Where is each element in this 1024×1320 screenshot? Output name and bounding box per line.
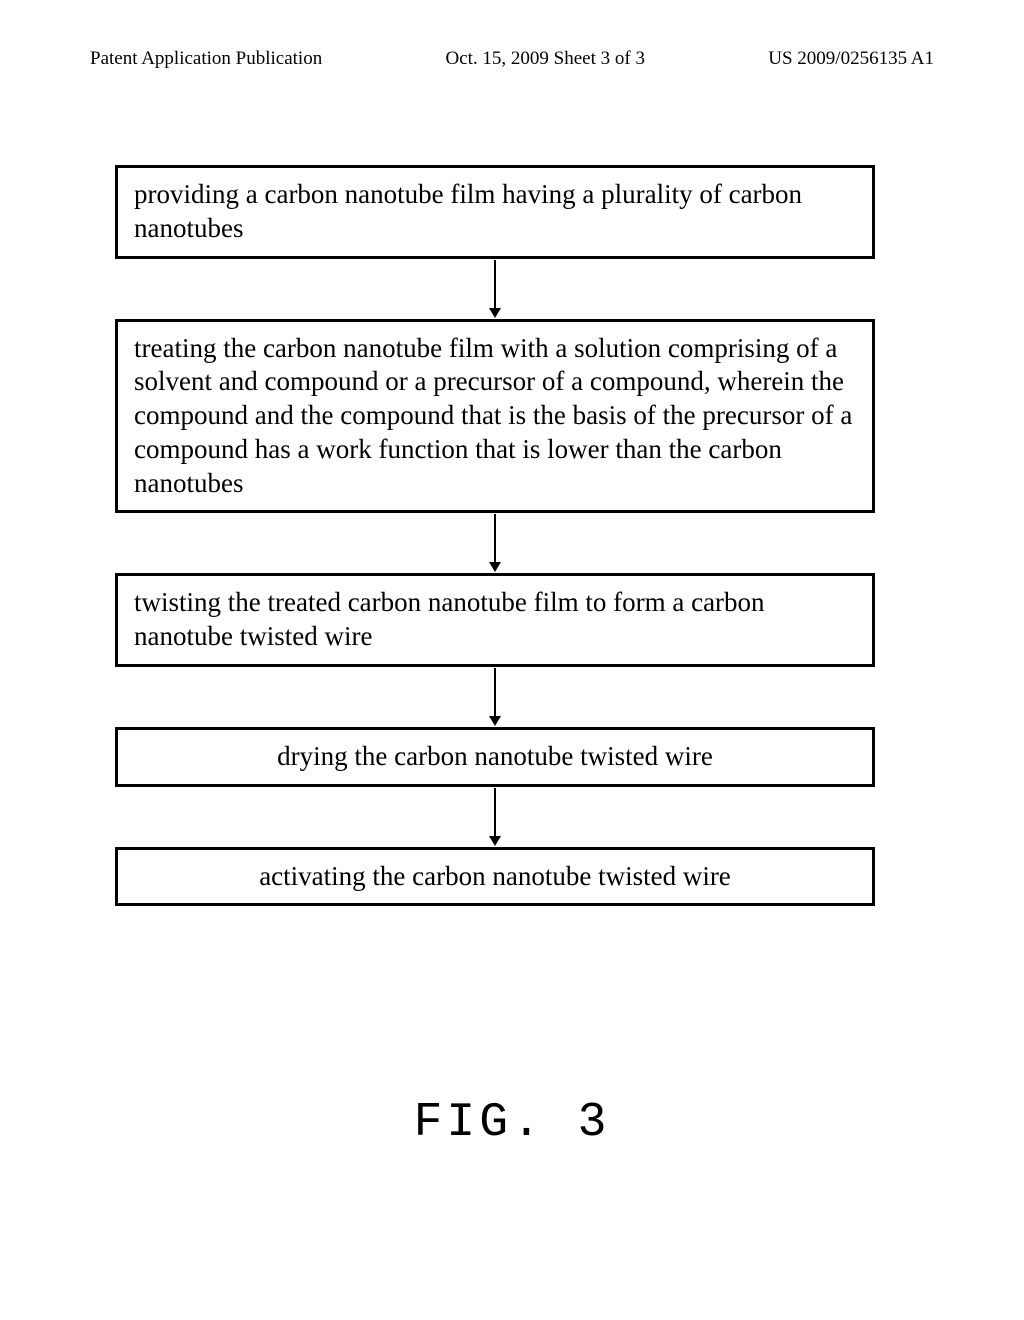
flowchart-container: providing a carbon nanotube film having … [115, 165, 875, 906]
flow-arrow [115, 259, 875, 319]
flow-step-5: activating the carbon nanotube twisted w… [115, 847, 875, 907]
flow-arrow [115, 667, 875, 727]
page-header: Patent Application Publication Oct. 15, … [0, 48, 1024, 70]
figure-label: FIG. 3 [0, 1096, 1024, 1150]
flow-step-1-text: providing a carbon nanotube film having … [134, 179, 802, 243]
flow-step-2-text: treating the carbon nanotube film with a… [134, 333, 852, 498]
flow-arrow [115, 513, 875, 573]
flow-step-5-text: activating the carbon nanotube twisted w… [259, 861, 731, 891]
flow-step-3-text: twisting the treated carbon nanotube fil… [134, 587, 765, 651]
arrow-line [494, 788, 496, 836]
flow-step-2: treating the carbon nanotube film with a… [115, 319, 875, 514]
flow-step-3: twisting the treated carbon nanotube fil… [115, 573, 875, 667]
arrow-line [494, 668, 496, 716]
arrow-head-icon [489, 308, 501, 318]
arrow-head-icon [489, 716, 501, 726]
header-patent-number: US 2009/0256135 A1 [768, 48, 934, 70]
header-publication: Patent Application Publication [90, 48, 322, 70]
flow-arrow [115, 787, 875, 847]
flow-step-4: drying the carbon nanotube twisted wire [115, 727, 875, 787]
header-date-sheet: Oct. 15, 2009 Sheet 3 of 3 [445, 48, 644, 70]
arrow-head-icon [489, 836, 501, 846]
arrow-line [494, 514, 496, 562]
arrow-line [494, 260, 496, 308]
flow-step-4-text: drying the carbon nanotube twisted wire [277, 741, 713, 771]
flow-step-1: providing a carbon nanotube film having … [115, 165, 875, 259]
arrow-head-icon [489, 562, 501, 572]
